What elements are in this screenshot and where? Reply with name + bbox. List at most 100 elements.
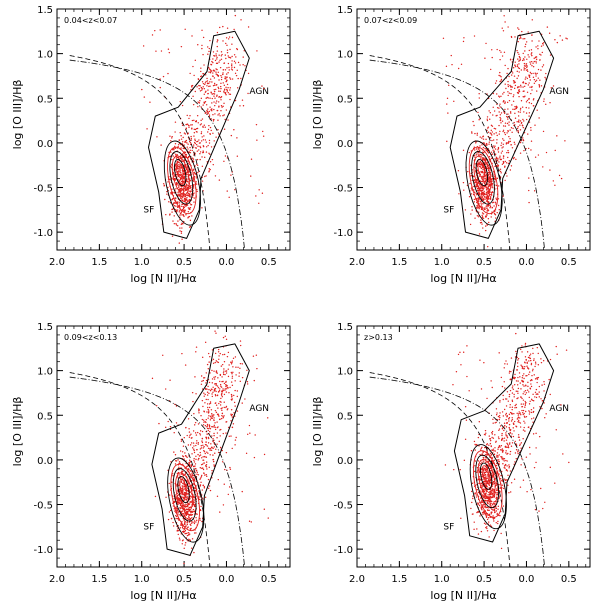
data-point: [223, 406, 225, 409]
data-point: [182, 504, 185, 507]
data-point: [565, 37, 567, 39]
data-point: [179, 539, 181, 541]
data-point: [476, 528, 478, 530]
data-point: [208, 71, 210, 73]
data-point: [483, 494, 485, 496]
data-point: [207, 478, 210, 481]
data-point: [239, 362, 242, 365]
data-point: [481, 187, 484, 190]
data-point: [545, 72, 547, 75]
data-point: [173, 223, 176, 225]
data-point: [541, 42, 544, 45]
data-point: [208, 381, 211, 384]
data-point: [215, 411, 218, 414]
data-point: [197, 431, 199, 434]
data-point: [168, 51, 171, 54]
data-point: [182, 187, 185, 189]
data-point: [201, 457, 203, 459]
data-point: [230, 68, 233, 70]
data-point: [510, 92, 512, 95]
data-point: [239, 105, 241, 107]
data-point: [475, 252, 476, 253]
data-point: [188, 533, 191, 535]
data-point: [481, 254, 482, 255]
data-point: [209, 81, 211, 83]
data-point: [474, 170, 477, 172]
data-point: [179, 507, 181, 510]
data-point: [184, 156, 186, 158]
data-point: [214, 426, 216, 428]
data-point: [481, 223, 483, 225]
data-point: [181, 198, 183, 200]
data-point: [442, 37, 445, 39]
data-point: [491, 186, 493, 189]
data-point: [180, 223, 183, 226]
data-point: [530, 149, 532, 151]
data-point: [211, 102, 213, 104]
data-point: [220, 365, 223, 367]
data-point: [206, 80, 209, 82]
data-point: [236, 155, 239, 157]
data-point: [181, 521, 183, 523]
data-point: [172, 475, 174, 477]
data-point: [526, 118, 528, 121]
data-point: [486, 191, 488, 194]
data-point: [180, 501, 182, 503]
data-point: [201, 88, 204, 90]
data-point: [216, 443, 218, 445]
data-point: [185, 198, 188, 201]
data-point: [190, 470, 192, 472]
data-point: [205, 97, 207, 99]
data-point: [225, 451, 228, 454]
data-point: [183, 175, 186, 178]
data-point: [499, 168, 502, 170]
data-point: [199, 146, 202, 149]
data-point: [203, 449, 205, 452]
data-point: [207, 408, 209, 411]
data-point: [201, 180, 204, 182]
data-point: [222, 373, 225, 376]
data-point: [214, 452, 216, 454]
data-point: [483, 474, 485, 476]
data-point: [513, 108, 516, 111]
data-point: [482, 151, 484, 154]
data-point: [254, 434, 256, 436]
data-point: [170, 191, 172, 194]
data-point: [210, 409, 213, 411]
data-point: [207, 82, 209, 85]
data-point: [200, 67, 202, 69]
data-point: [193, 449, 195, 452]
data-point: [204, 175, 206, 178]
data-point: [184, 151, 187, 154]
data-point: [483, 471, 485, 474]
data-point: [208, 392, 210, 395]
data-point: [500, 76, 502, 78]
x-tick-label: 0.5: [476, 257, 492, 268]
data-point: [529, 71, 532, 74]
data-point: [204, 126, 206, 128]
data-point: [486, 518, 489, 521]
data-point: [212, 362, 215, 364]
data-point: [516, 65, 519, 68]
data-point: [231, 416, 234, 418]
data-point: [204, 91, 207, 93]
data-point: [188, 194, 191, 196]
data-point: [233, 401, 236, 404]
data-point: [206, 427, 209, 430]
data-point: [481, 214, 483, 217]
data-point: [196, 127, 199, 130]
y-tick-label: 0.0: [37, 456, 53, 467]
data-point: [200, 481, 202, 484]
data-point: [227, 119, 229, 121]
data-point: [172, 203, 175, 205]
data-point: [196, 471, 199, 474]
data-point: [187, 211, 190, 213]
data-point: [529, 63, 532, 65]
data-point: [485, 225, 487, 227]
data-point: [178, 139, 180, 141]
data-point: [468, 151, 470, 154]
data-point: [183, 523, 186, 526]
data-point: [479, 453, 481, 456]
data-point: [488, 182, 490, 184]
data-point: [185, 214, 187, 216]
